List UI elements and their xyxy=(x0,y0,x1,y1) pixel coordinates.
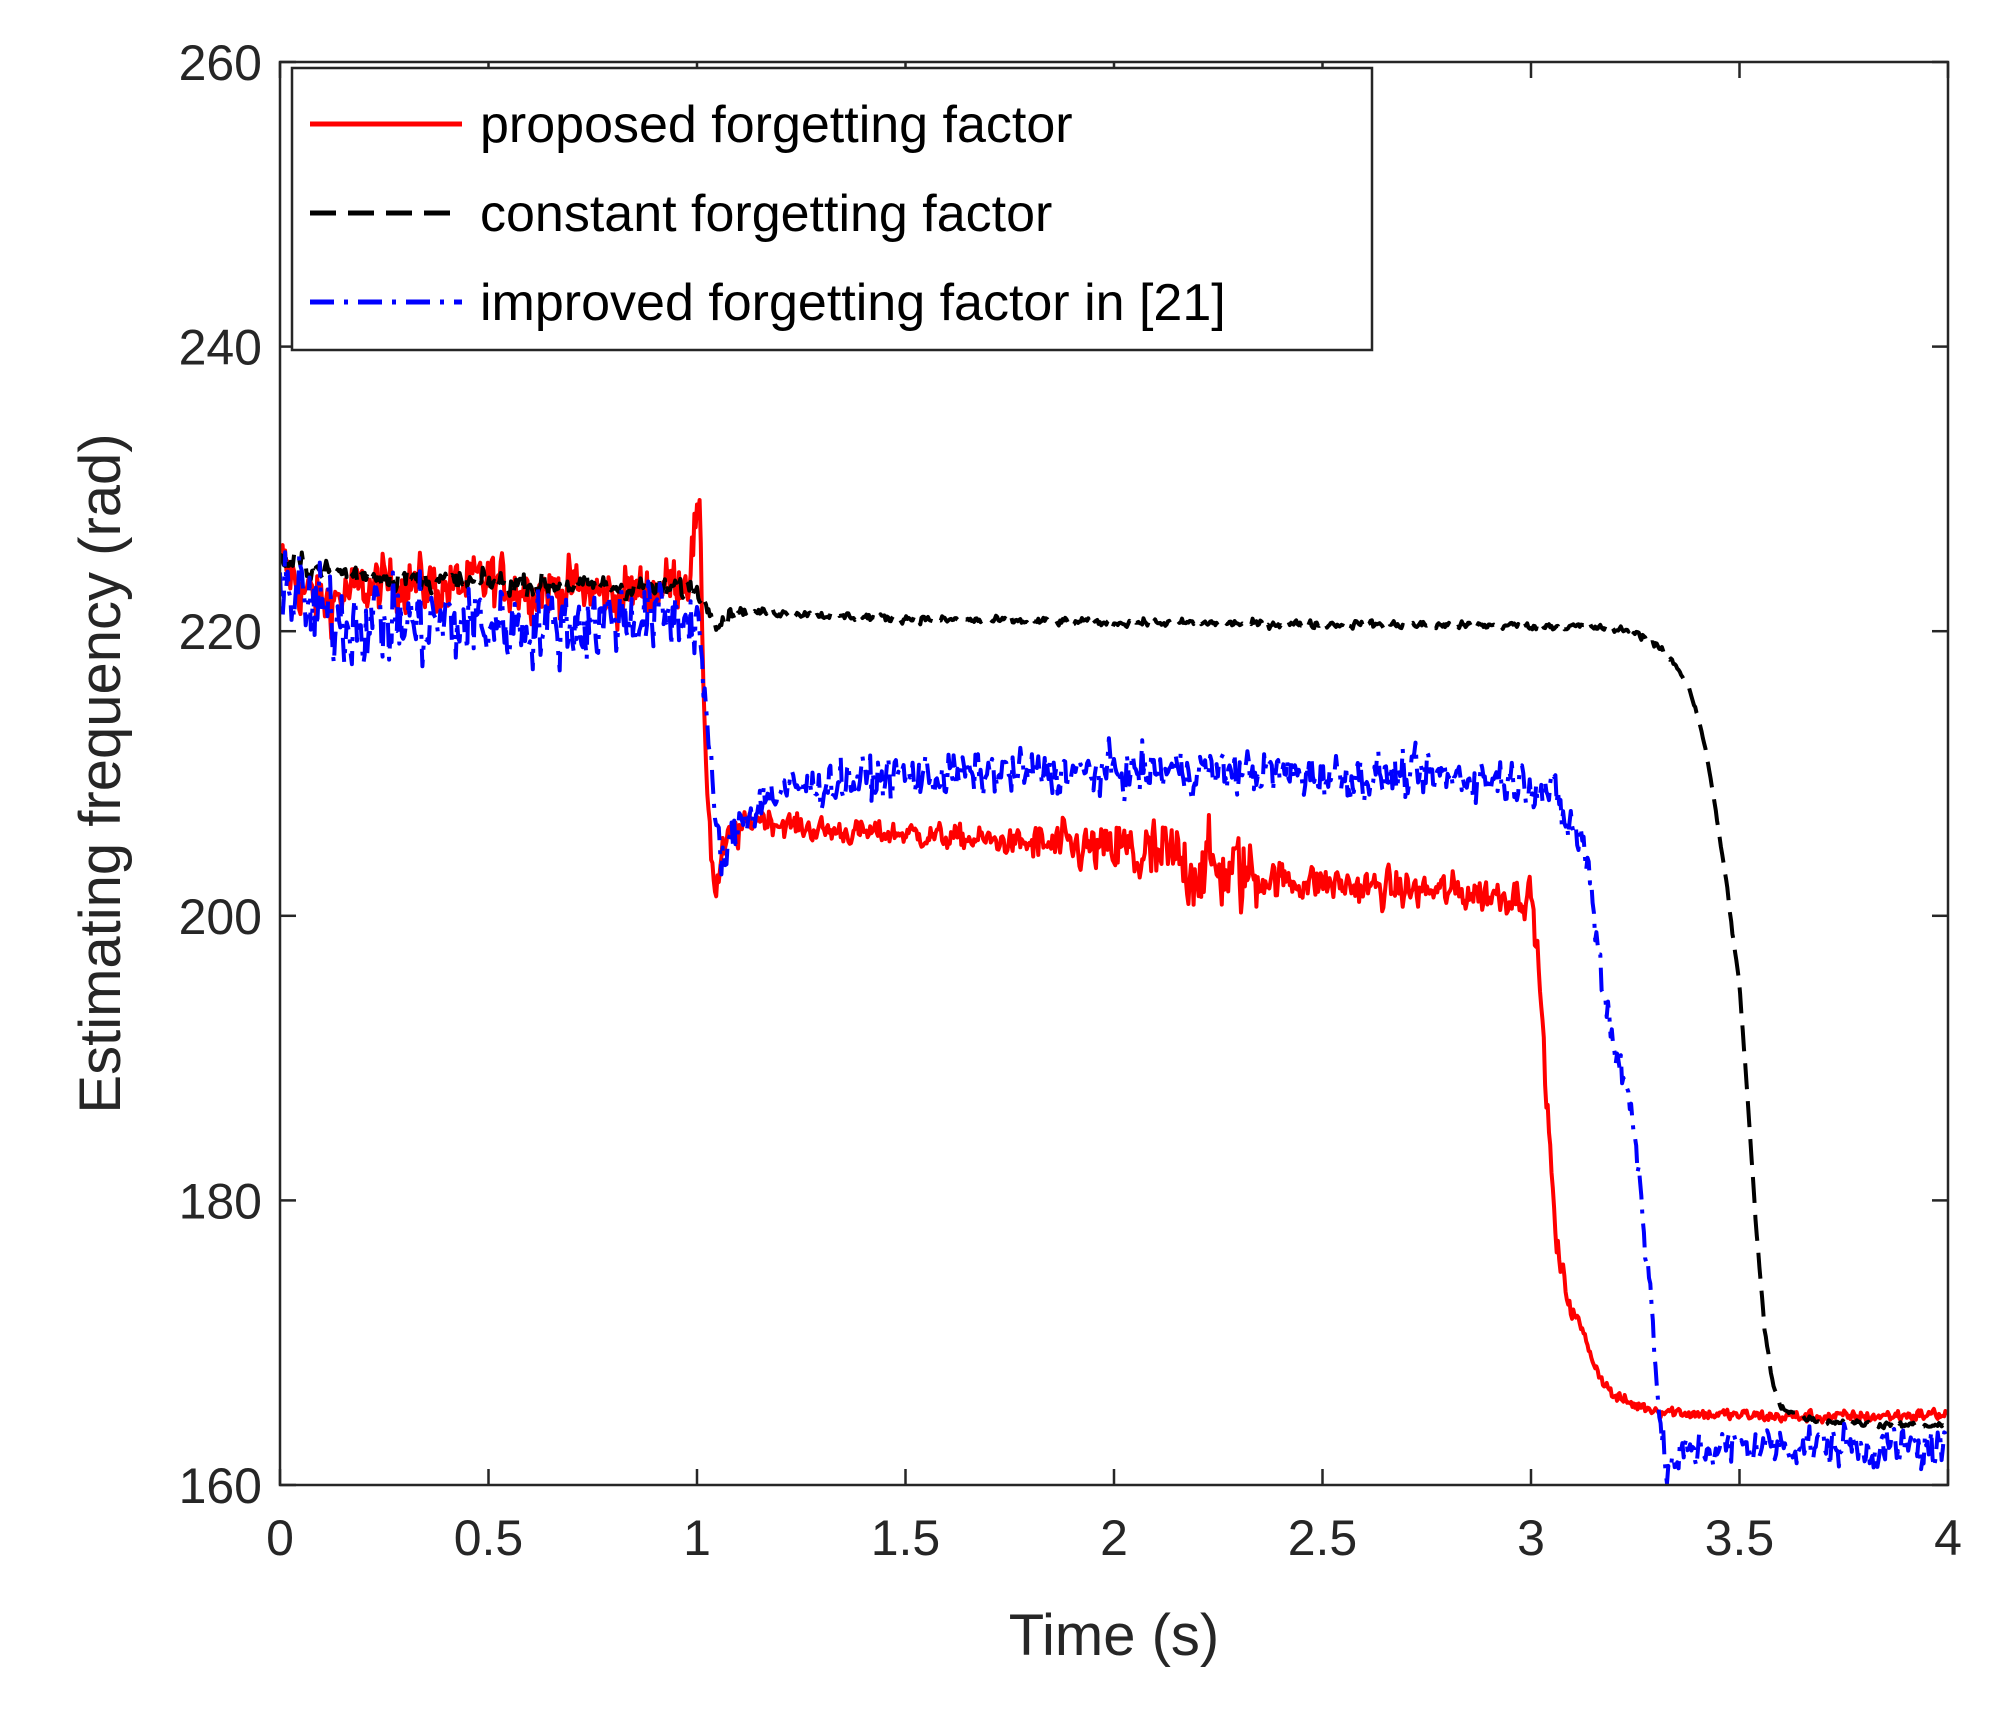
legend-label-constant: constant forgetting factor xyxy=(480,185,1052,243)
x-tick-label: 3.5 xyxy=(1705,1510,1775,1566)
y-tick-label: 220 xyxy=(179,604,262,660)
x-tick-label: 0 xyxy=(266,1510,294,1566)
x-tick-label: 1 xyxy=(683,1510,711,1566)
x-tick-label: 2.5 xyxy=(1288,1510,1358,1566)
y-tick-label: 180 xyxy=(179,1173,262,1229)
x-tick-label: 4 xyxy=(1934,1510,1962,1566)
series-line-2 xyxy=(280,550,1948,1485)
y-tick-label: 200 xyxy=(179,889,262,945)
x-tick-label: 2 xyxy=(1100,1510,1128,1566)
legend-label-proposed: proposed forgetting factor xyxy=(480,96,1073,154)
x-tick-label: 3 xyxy=(1517,1510,1545,1566)
y-tick-label: 160 xyxy=(179,1458,262,1514)
legend-label-improved: improved forgetting factor in [21] xyxy=(480,274,1226,332)
ticks-layer: 0 0.5 1 1.5 2 2.5 3 3.5 4 160 180 200 220 240 260 xyxy=(179,35,1962,1566)
series-layer xyxy=(280,498,1948,1485)
x-tick-label: 1.5 xyxy=(871,1510,941,1566)
legend: proposed forgetting factor constant forg… xyxy=(290,66,1374,352)
y-tick-label: 240 xyxy=(179,320,262,376)
legend-box xyxy=(290,66,1374,352)
x-axis-title: Time (s) xyxy=(1009,1603,1219,1668)
series-line-1 xyxy=(280,550,1948,1432)
y-axis-title: Estimating frequency (rad) xyxy=(68,433,133,1113)
y-tick-label: 260 xyxy=(179,35,262,91)
x-tick-label: 0.5 xyxy=(454,1510,524,1566)
